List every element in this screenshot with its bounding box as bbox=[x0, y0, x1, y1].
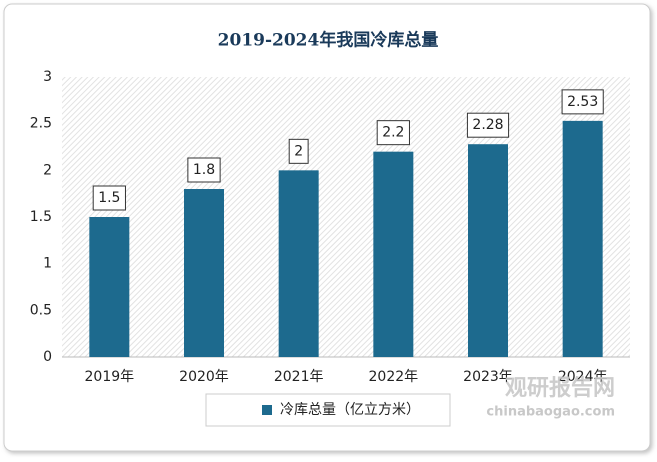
value-label-box bbox=[466, 112, 510, 138]
value-label: 1.8 bbox=[193, 162, 215, 178]
bar bbox=[373, 151, 414, 357]
x-tick-label: 2021年 bbox=[274, 369, 324, 385]
value-label-box bbox=[187, 157, 221, 183]
legend bbox=[205, 393, 451, 427]
y-tick-label: 1.5 bbox=[30, 209, 52, 225]
y-tick-label: 2 bbox=[43, 162, 52, 178]
x-tick-label: 2022年 bbox=[369, 369, 419, 385]
value-label: 1.5 bbox=[98, 190, 120, 206]
y-tick-label: 2.5 bbox=[30, 116, 52, 132]
bar bbox=[562, 120, 603, 357]
legend-swatch bbox=[262, 405, 272, 415]
watermark-name: 观研报告网 bbox=[505, 376, 615, 401]
x-tick-label: 2019年 bbox=[85, 369, 135, 385]
bar bbox=[89, 217, 130, 357]
plot-area bbox=[62, 77, 630, 357]
bar bbox=[184, 189, 224, 357]
value-label: 2.2 bbox=[382, 125, 404, 141]
value-label: 2 bbox=[294, 143, 303, 159]
value-label-box bbox=[92, 185, 126, 211]
value-label-box bbox=[561, 89, 604, 115]
y-tick-label: 3 bbox=[43, 69, 52, 85]
x-tick-label: 2020年 bbox=[179, 369, 229, 385]
y-tick-label: 0.5 bbox=[30, 302, 52, 318]
bar bbox=[468, 144, 508, 357]
x-tick-label: 2024年 bbox=[558, 369, 608, 385]
y-tick-label: 1 bbox=[43, 256, 52, 272]
x-tick-label: 2023年 bbox=[463, 369, 513, 385]
y-tick-label: 0 bbox=[43, 349, 52, 365]
legend-label: 冷库总量（亿立方米） bbox=[280, 402, 420, 418]
chart-title: 2019-2024年我国冷库总量 bbox=[218, 30, 439, 51]
watermark-url: chinabaogao.com bbox=[486, 405, 615, 420]
value-label: 2.53 bbox=[567, 94, 598, 110]
legend-box bbox=[205, 393, 451, 427]
value-label: 2.28 bbox=[472, 117, 503, 133]
bar bbox=[278, 170, 319, 357]
value-label-box bbox=[376, 120, 410, 146]
value-label-box bbox=[288, 138, 309, 164]
